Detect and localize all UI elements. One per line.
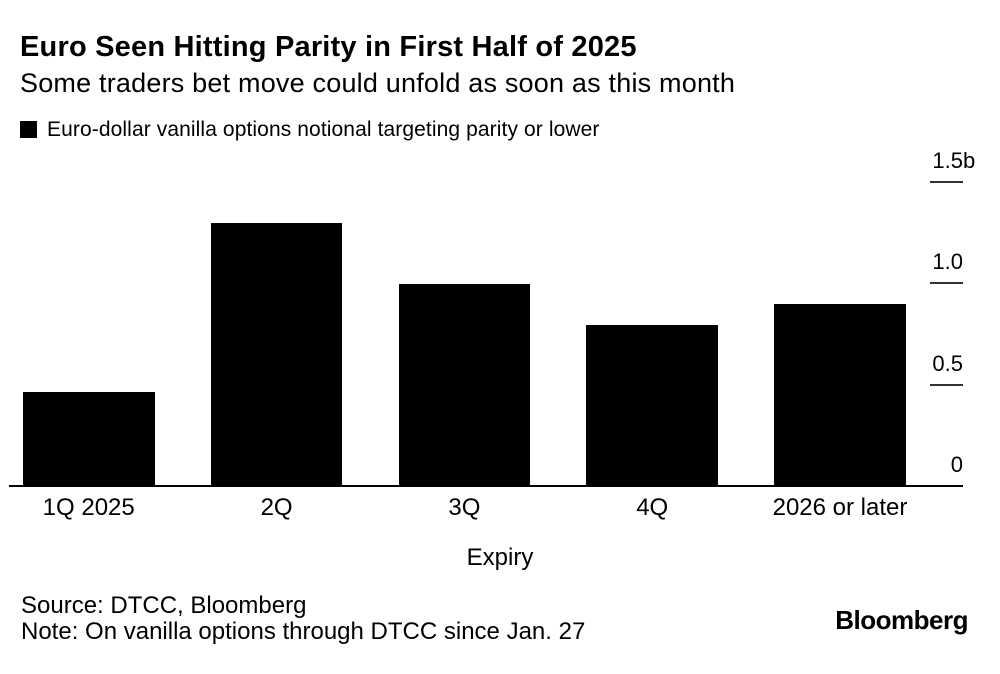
y-tick-label: 1.5 b <box>932 147 975 174</box>
y-tick-dash <box>930 383 963 386</box>
y-tick-number: 0 <box>950 452 963 477</box>
bar <box>398 284 531 487</box>
y-tick-dash <box>930 282 963 284</box>
legend-swatch-icon <box>20 121 37 138</box>
bar <box>774 304 906 487</box>
source-line: Source: DTCC, Bloomberg <box>21 592 307 619</box>
bloomberg-logo: Bloomberg <box>835 605 968 635</box>
x-tick-label: 3Q <box>448 494 481 521</box>
chart-title: Euro Seen Hitting Parity in First Half o… <box>20 31 637 63</box>
y-tick-label: 0.5 <box>932 351 963 377</box>
x-tick-label: 2026 or later <box>772 494 908 521</box>
y-tick-number: 1.5 <box>932 147 963 173</box>
bar <box>23 392 155 487</box>
x-axis-title: Expiry <box>466 544 534 571</box>
x-tick-label: 1Q 2025 <box>42 494 135 521</box>
y-tick-number: 0.5 <box>932 350 963 376</box>
note-line: Note: On vanilla options through DTCC si… <box>21 618 586 645</box>
x-tick-label: 2Q <box>260 494 293 521</box>
legend-label: Euro-dollar vanilla options notional tar… <box>47 118 600 141</box>
x-axis-baseline <box>9 485 963 487</box>
y-tick-label: 1.0 <box>932 249 963 275</box>
x-tick-label: 4Q <box>636 494 669 521</box>
chart-subtitle: Some traders bet move could unfold as so… <box>20 68 736 98</box>
bar <box>586 325 718 487</box>
y-tick-label: 0 <box>951 452 963 478</box>
y-tick-unit-suffix: b <box>963 147 976 173</box>
legend: Euro-dollar vanilla options notional tar… <box>20 119 600 140</box>
y-tick-number: 1.0 <box>932 249 963 274</box>
bar <box>210 223 343 487</box>
y-tick-dash <box>930 180 963 183</box>
